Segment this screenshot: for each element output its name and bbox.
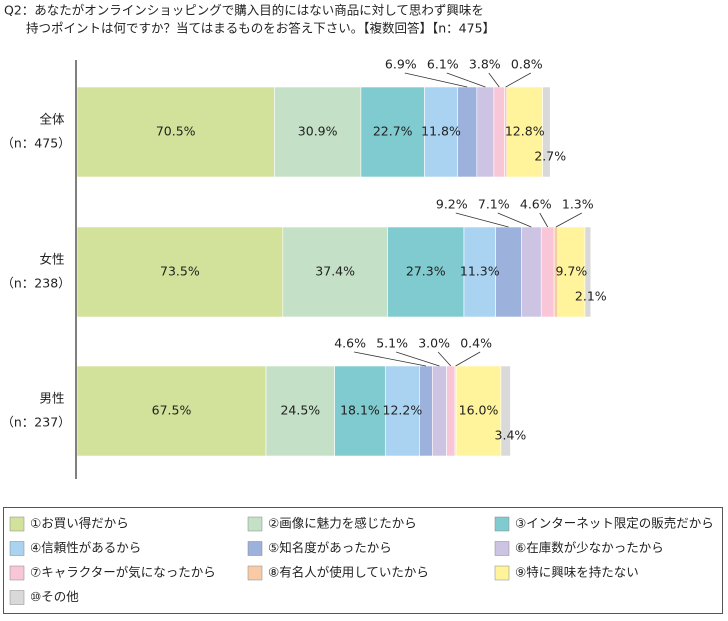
bar-segment [432, 365, 447, 457]
data-label: 12.2% [383, 403, 423, 418]
chart-title: 持つポイントは何ですか？当てはまるものをお答え下さい。【複数回答】【n：475】 [26, 21, 495, 36]
data-label: 3.4% [495, 428, 527, 443]
leader-line [505, 72, 531, 88]
category-label: 女性 [39, 252, 64, 267]
bar-segment [265, 365, 335, 457]
legend-swatch [9, 565, 25, 581]
chart-title: Q2：あなたがオンラインショッピングで購入目的にはない商品に対して思わず興味を [4, 3, 484, 18]
legend-label: ⑧有名人が使用していたから [268, 565, 429, 580]
bar-segment [495, 226, 522, 318]
data-label: 11.3% [460, 264, 500, 279]
bar-segment [384, 365, 420, 457]
bar-segment [282, 226, 388, 318]
legend-label: ③インターネット限定の販売だから [515, 516, 714, 531]
bar-segment [360, 86, 425, 178]
data-label: 16.0% [459, 403, 499, 418]
legend-label: ⑨特に興味を持たない [515, 565, 639, 580]
data-label: 2.1% [575, 289, 607, 304]
data-label: 9.7% [555, 264, 587, 279]
category-label: 全体 [39, 112, 65, 127]
data-label: 1.3% [562, 197, 594, 212]
bar-segment [424, 86, 458, 178]
bar-segment [506, 86, 543, 178]
data-label: 30.9% [298, 124, 338, 139]
legend-swatch [494, 541, 510, 556]
bar-segment [476, 86, 495, 178]
bar-segment [76, 226, 284, 318]
category-label: 男性 [39, 391, 64, 406]
bar-segment [542, 86, 551, 178]
leader-line [555, 212, 582, 228]
data-label: 18.1% [340, 403, 380, 418]
leader-line [446, 72, 486, 88]
data-label: 27.3% [406, 264, 446, 279]
bar-segment [334, 365, 386, 457]
data-label: 4.6% [520, 197, 552, 212]
legend-swatch [494, 516, 510, 532]
bar-segment [455, 365, 502, 457]
legend-swatch [494, 565, 510, 581]
data-label: 24.5% [280, 403, 320, 418]
bar-segment [500, 365, 511, 457]
data-label: 22.7% [373, 124, 413, 139]
data-label: 3.0% [418, 336, 450, 351]
data-label: 70.5% [156, 124, 196, 139]
data-label: 0.4% [460, 336, 492, 351]
leader-line [455, 351, 481, 367]
category-sublabel: （n：237） [1, 415, 70, 430]
legend-label: ①お買い得だから [30, 516, 129, 531]
data-label: 4.6% [334, 336, 366, 351]
legend-label: ④信頼性があるから [30, 540, 141, 555]
legend-label: ⑥在庫数が少なかったから [515, 540, 664, 555]
data-label: 9.2% [436, 197, 468, 212]
bar-segment [446, 365, 456, 457]
leader-line [354, 351, 426, 367]
category-sublabel: （n：238） [1, 276, 70, 291]
data-label: 2.7% [534, 149, 566, 164]
leader-line [488, 72, 500, 88]
bar-segment [387, 226, 465, 318]
legend-box [3, 507, 723, 614]
data-label: 7.1% [478, 197, 510, 212]
bar-segment [76, 86, 275, 178]
leader-line [437, 351, 452, 367]
category-sublabel: （n：475） [1, 136, 70, 151]
leader-line [455, 212, 509, 228]
legend-swatch [9, 541, 25, 556]
data-label: 11.8% [421, 124, 461, 139]
bar-segment [540, 226, 555, 318]
legend-label: ⑩その他 [30, 589, 79, 604]
legend-swatch [247, 541, 263, 556]
legend-swatch [9, 516, 25, 532]
legend-swatch [247, 565, 263, 581]
leader-line [539, 212, 549, 228]
bar-segment [521, 226, 542, 318]
bar-segment [76, 365, 267, 457]
data-label: 73.5% [160, 264, 200, 279]
data-label: 67.5% [152, 403, 192, 418]
leader-line [404, 72, 468, 88]
legend-swatch [9, 590, 25, 605]
legend-label: ⑦キャラクターが気になったから [30, 565, 216, 580]
data-label: 3.8% [469, 57, 501, 72]
data-label: 12.8% [505, 124, 545, 139]
data-label: 5.1% [376, 336, 408, 351]
data-label: 6.1% [427, 57, 459, 72]
legend-label: ⑤知名度があったから [268, 540, 392, 555]
data-label: 37.4% [315, 264, 355, 279]
bar-segment [557, 226, 586, 318]
leader-line [497, 212, 532, 228]
data-label: 6.9% [385, 57, 417, 72]
leader-line [395, 351, 440, 367]
legend-label: ②画像に魅力を感じたから [268, 516, 417, 531]
data-label: 0.8% [511, 57, 543, 72]
bar-segment [493, 86, 505, 178]
legend-swatch [247, 516, 263, 532]
bar-segment [584, 226, 592, 318]
